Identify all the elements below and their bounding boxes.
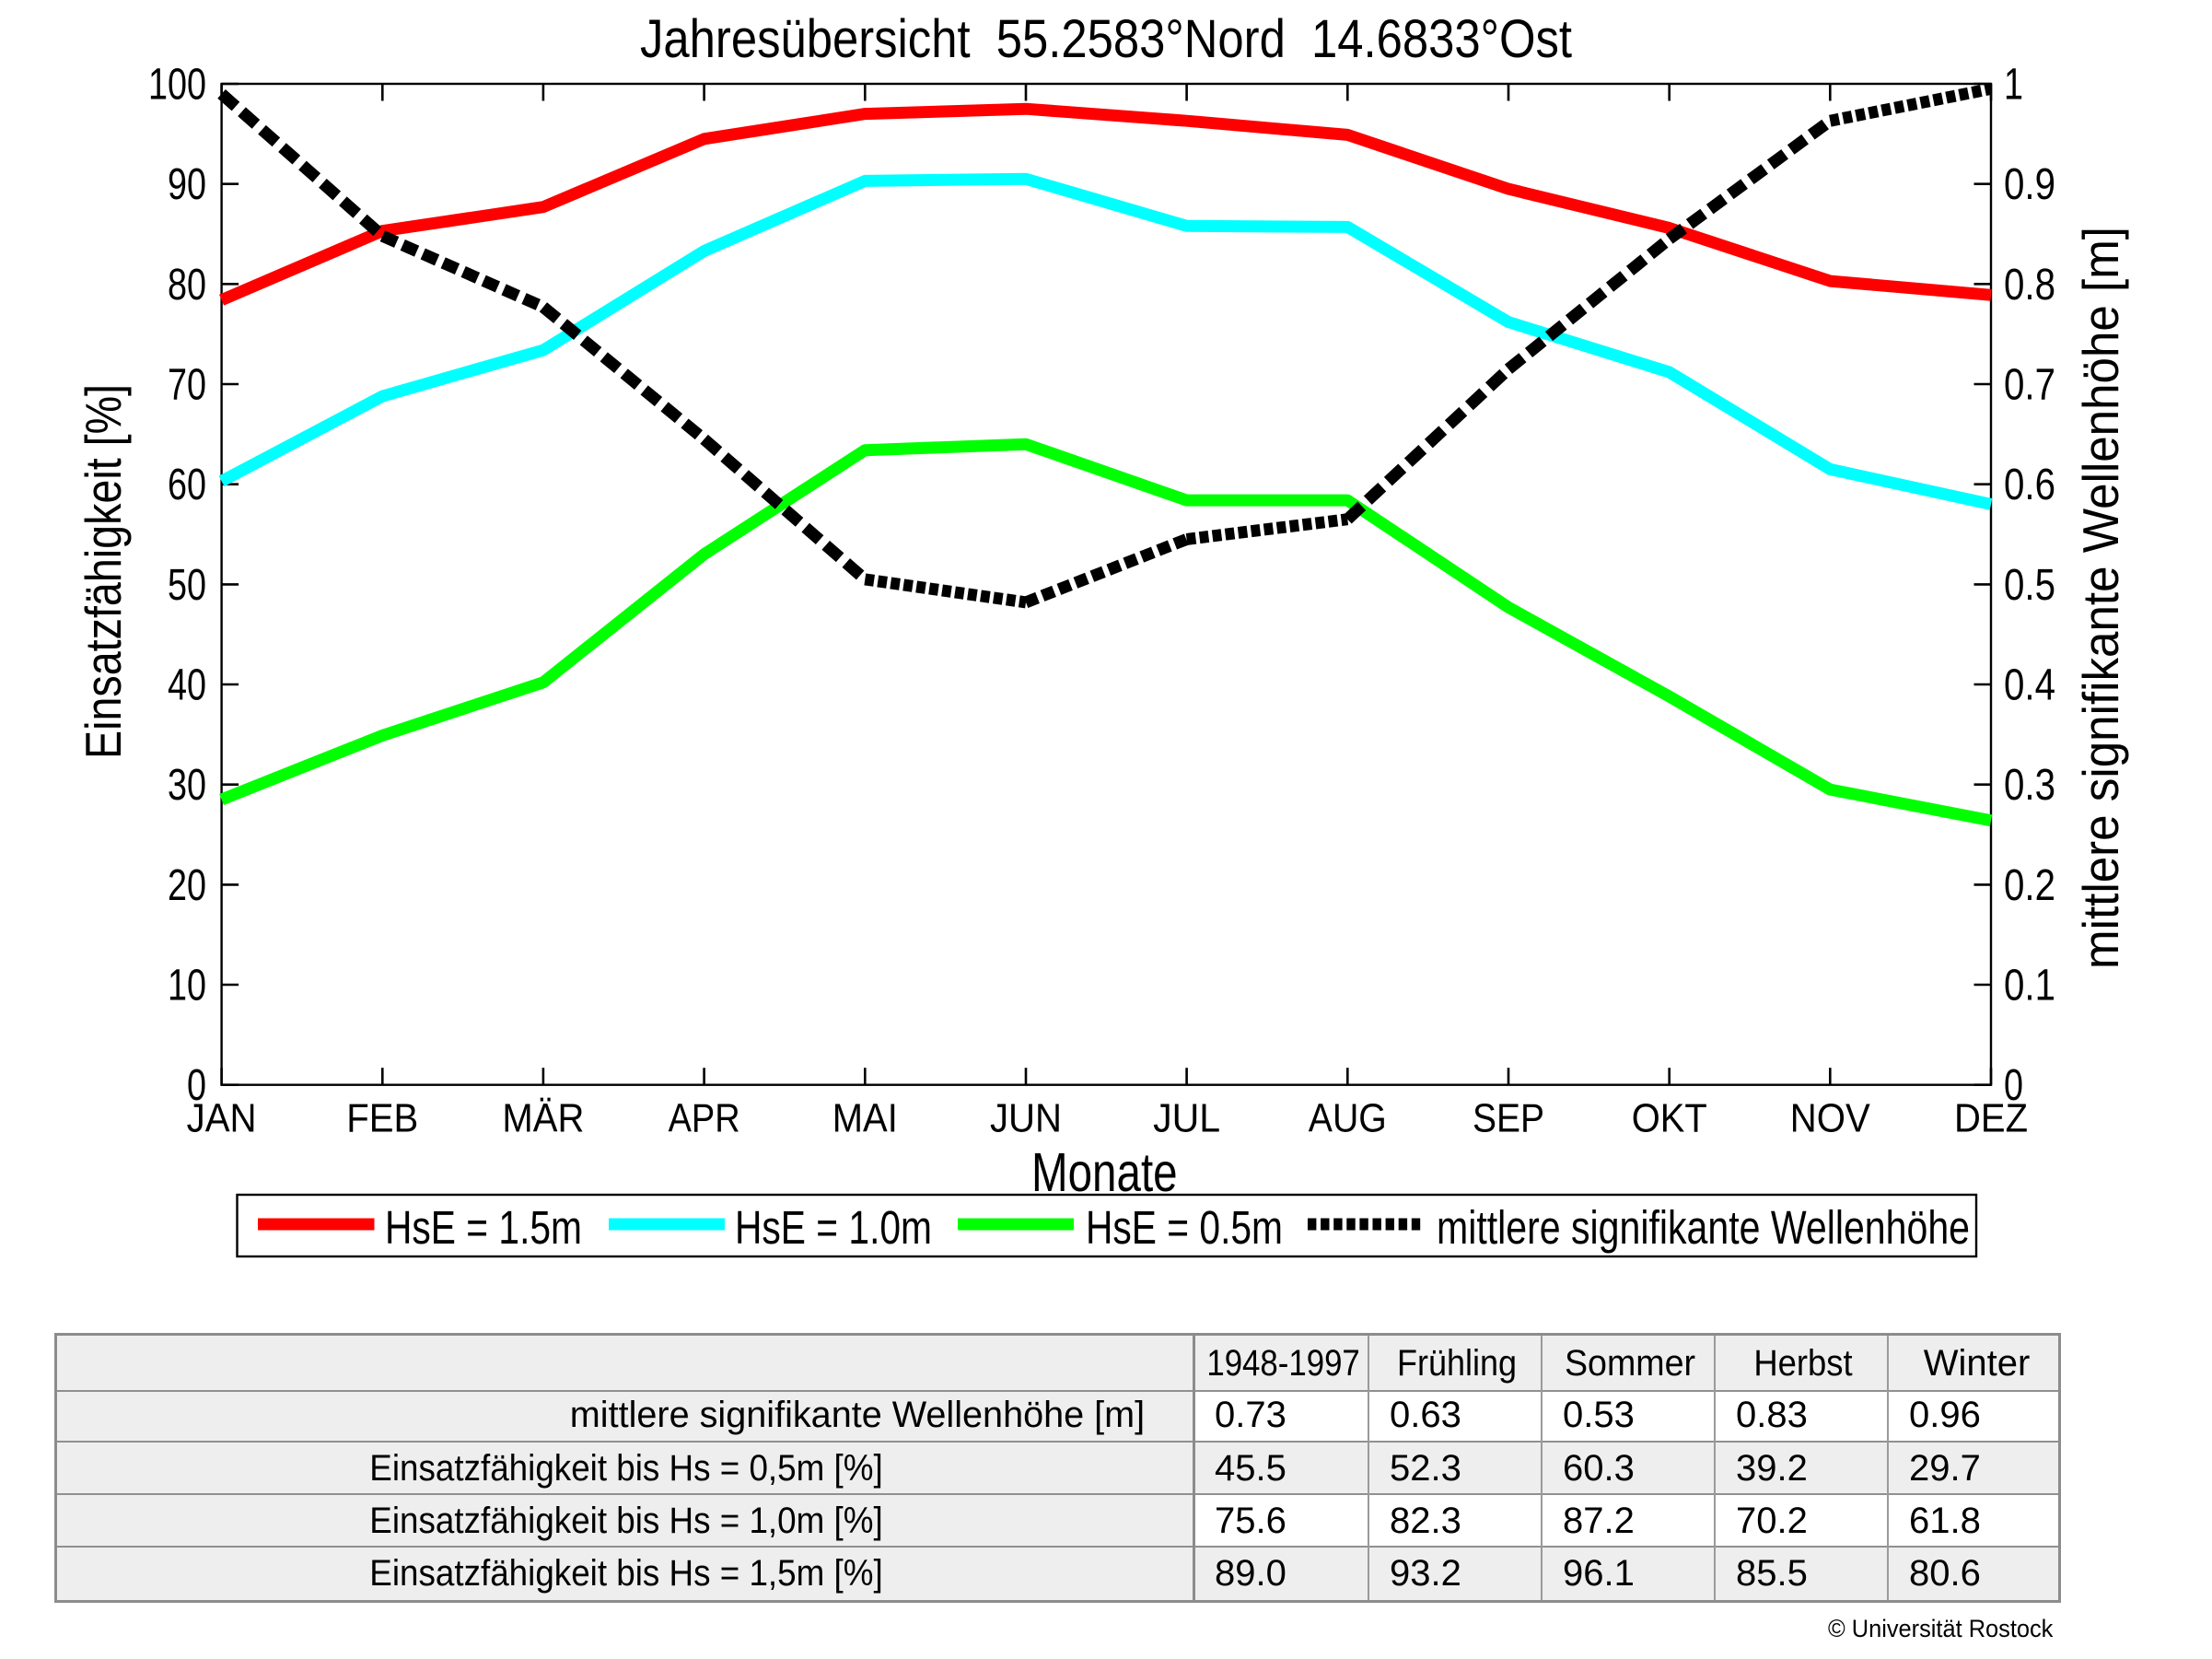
svg-text:OKT: OKT [1632, 1096, 1707, 1141]
svg-text:APR: APR [669, 1096, 740, 1141]
svg-text:Monate: Monate [1031, 1142, 1178, 1203]
svg-text:60: 60 [168, 461, 206, 509]
svg-text:HsE = 0.5m: HsE = 0.5m [1086, 1201, 1283, 1254]
svg-text:NOV: NOV [1790, 1096, 1871, 1141]
svg-text:FEB: FEB [346, 1096, 418, 1141]
svg-text:90: 90 [168, 160, 206, 209]
svg-text:JUN: JUN [990, 1096, 1062, 1141]
svg-text:MÄR: MÄR [502, 1096, 584, 1141]
svg-text:JAN: JAN [187, 1096, 257, 1141]
svg-text:80: 80 [168, 261, 206, 310]
svg-text:50: 50 [168, 561, 206, 610]
svg-text:0.7: 0.7 [2004, 361, 2055, 410]
svg-text:0.4: 0.4 [2004, 661, 2055, 710]
svg-text:DEZ: DEZ [1954, 1096, 2028, 1141]
svg-text:0.5: 0.5 [2004, 561, 2055, 610]
svg-text:JUL: JUL [1153, 1096, 1220, 1141]
svg-text:Jahresübersicht 55.2583°Nord: Jahresübersicht 55.2583°Nord 14.6833°Ost [640, 9, 1572, 69]
svg-text:0: 0 [2004, 1061, 2023, 1110]
svg-text:mittlere signifikante Wellenhö: mittlere signifikante Wellenhöhe [1437, 1201, 1970, 1254]
svg-text:HsE = 1.5m: HsE = 1.5m [385, 1201, 582, 1254]
svg-text:10: 10 [168, 962, 206, 1011]
svg-text:0.8: 0.8 [2004, 261, 2055, 310]
svg-text:1: 1 [2004, 61, 2023, 110]
svg-text:40: 40 [168, 661, 206, 710]
svg-text:100: 100 [148, 61, 206, 110]
svg-text:30: 30 [168, 761, 206, 810]
svg-text:SEP: SEP [1473, 1096, 1544, 1141]
svg-text:mittlere signifikante Wellenhö: mittlere signifikante Wellenhöhe [m] [2072, 227, 2129, 969]
svg-text:0.3: 0.3 [2004, 761, 2055, 810]
svg-text:0.6: 0.6 [2004, 461, 2055, 509]
svg-text:0: 0 [187, 1061, 206, 1110]
svg-text:20: 20 [168, 861, 206, 910]
svg-text:AUG: AUG [1309, 1096, 1387, 1141]
svg-text:Einsatzfähigkeit [%]: Einsatzfähigkeit [%] [75, 384, 132, 759]
svg-text:0.2: 0.2 [2004, 861, 2055, 910]
svg-text:0.9: 0.9 [2004, 160, 2055, 209]
svg-text:0.1: 0.1 [2004, 962, 2055, 1011]
svg-text:MAI: MAI [832, 1096, 898, 1141]
svg-text:HsE = 1.0m: HsE = 1.0m [735, 1201, 932, 1254]
svg-text:70: 70 [168, 361, 206, 410]
